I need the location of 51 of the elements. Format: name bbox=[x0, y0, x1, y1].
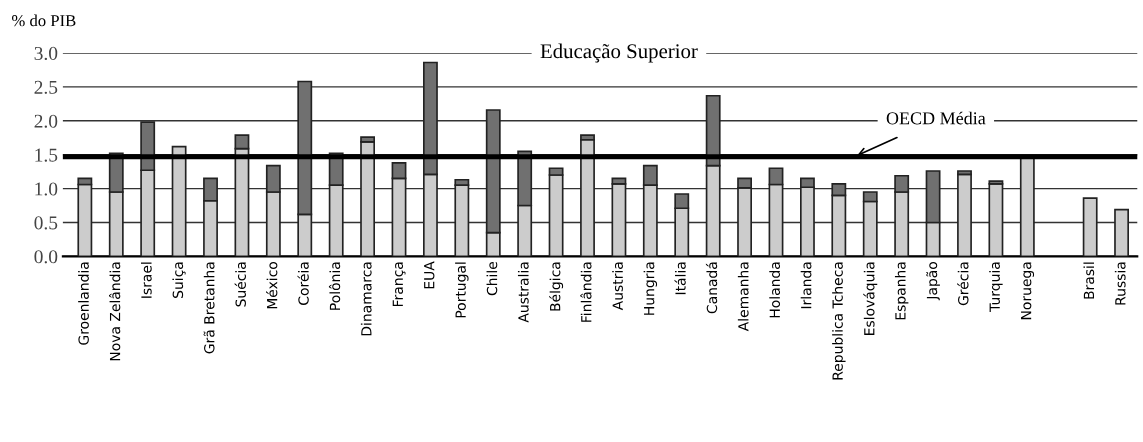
x-tick-label: Espanha bbox=[894, 262, 909, 320]
x-tick-label: México bbox=[266, 261, 278, 309]
x-tick-label: Austria bbox=[612, 262, 623, 311]
x-tick-label: Nova Zelândia bbox=[109, 262, 121, 361]
x-tick-label: Alemanha bbox=[737, 262, 749, 332]
x-tick-label: Bélgica bbox=[549, 262, 564, 311]
x-tick-label: Hungria bbox=[643, 262, 658, 315]
x-tick-label: Chile bbox=[486, 261, 498, 296]
bar bbox=[360, 140, 376, 257]
y-tick-label: 2.0 bbox=[34, 114, 58, 128]
y-tick-label: 0.0 bbox=[34, 250, 58, 264]
x-tick-label: Dinamarca bbox=[360, 262, 372, 336]
x-tick-label: Eslováquia bbox=[863, 262, 878, 335]
x-tick-label: Holanda bbox=[769, 262, 781, 318]
bar bbox=[171, 145, 187, 257]
x-tick-label: Japão bbox=[926, 261, 940, 301]
x-tick-label: Groenlandia bbox=[78, 262, 89, 345]
y-tick-label: 0.5 bbox=[34, 216, 58, 230]
y-axis-title: % do PIB bbox=[12, 14, 76, 27]
x-tick-label: França bbox=[392, 262, 406, 307]
x-tick-label: Grã Bretanha bbox=[203, 262, 215, 354]
ref-line-label: OECD Média bbox=[886, 111, 986, 125]
bar bbox=[1019, 156, 1035, 257]
x-tick-label: Portugal bbox=[455, 262, 469, 318]
bar bbox=[1082, 197, 1098, 257]
chart-title: Educação Superior bbox=[540, 43, 698, 63]
y-tick-label: 3.0 bbox=[34, 46, 58, 61]
bar bbox=[580, 138, 595, 257]
x-tick-label: Republica Tcheca bbox=[832, 262, 846, 380]
x-tick-label: EUA bbox=[424, 261, 435, 289]
x-tick-label: Finlândia bbox=[580, 262, 592, 322]
x-tick-label: Suiça bbox=[172, 262, 186, 298]
y-tick-label: 1.0 bbox=[35, 182, 58, 196]
y-tick-label: 2.5 bbox=[34, 80, 58, 94]
x-tick-label: Grécia bbox=[957, 262, 969, 306]
x-tick-label: Coréia bbox=[297, 262, 309, 305]
x-tick-label: Polônia bbox=[328, 262, 341, 310]
x-tick-label: Irlanda bbox=[800, 262, 812, 309]
x-tick-label: Australia bbox=[517, 262, 529, 323]
x-tick-label: Russia bbox=[1114, 262, 1126, 305]
y-tick-label: 1.5 bbox=[35, 148, 58, 162]
bar bbox=[957, 173, 972, 257]
x-tick-label: Suécia bbox=[234, 262, 246, 307]
x-tick-label: Turquia bbox=[989, 262, 1003, 312]
x-tick-label: Noruega bbox=[1021, 262, 1035, 320]
bar bbox=[988, 183, 1004, 257]
bar bbox=[1114, 208, 1130, 257]
x-tick-label: Israel bbox=[140, 262, 152, 298]
x-tick-label: Brasil bbox=[1083, 262, 1095, 299]
x-tick-label: Canadá bbox=[705, 262, 718, 314]
x-tick-label: Itália bbox=[674, 262, 686, 295]
